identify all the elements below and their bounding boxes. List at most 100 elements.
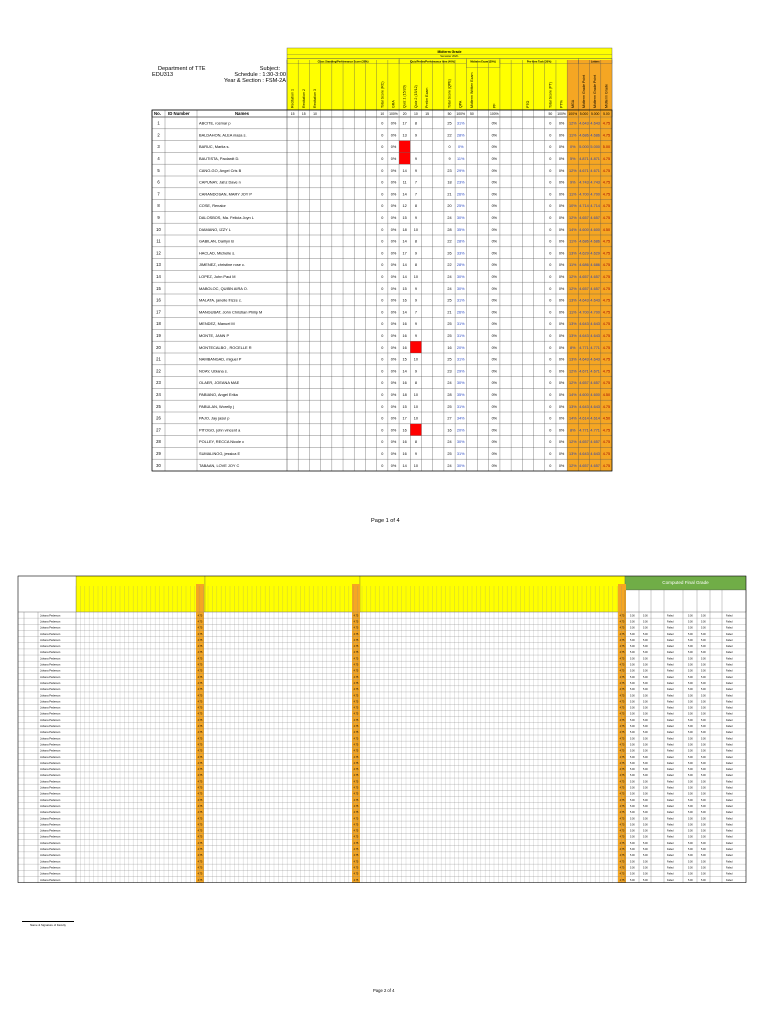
cell-mg: 4.75 [603, 405, 610, 409]
cell-mf: 0% [492, 122, 498, 126]
term-grade: 4.75 [620, 639, 625, 642]
cell-mg: 4.50 [603, 393, 610, 397]
remark: Failed [726, 633, 733, 636]
remark: Failed [726, 823, 733, 826]
cell-mga: 5% [570, 157, 576, 161]
term-grade: 4.75 [198, 768, 203, 771]
final-grade-value: 5.00 [643, 756, 648, 759]
remark: Failed [726, 774, 733, 777]
cell-grp: 0% [391, 287, 397, 291]
student-name: CARANDOSAN, MARY JOY P [199, 191, 252, 196]
remark: Failed [667, 731, 674, 734]
cell-q2: 10 [414, 275, 418, 279]
row-number: 16 [156, 298, 161, 303]
student-name: Juhana Pederson [40, 773, 61, 777]
cell-q1: 17 [403, 417, 407, 421]
final-grade-value: 5.00 [688, 627, 693, 630]
term-grade: 4.75 [620, 823, 625, 826]
remark: Failed [726, 768, 733, 771]
table-row: Juhana Pederson 4.75 4.75 4.75 5.00 5.00 5.00 5… [40, 779, 733, 783]
final-grade-value: 5.00 [701, 762, 706, 765]
table-row: 16 MALATA, janelle frizze c. 0 0% 16 9 25 31% 0%… [156, 298, 610, 303]
student-name: MALATA, janelle frizze c. [199, 298, 242, 303]
cell-qpa: 28% [457, 263, 465, 267]
table-row: 15 MABOLOC, QUIBN AIRA O. 0 0% 15 9 24 30% 0% 0 0%… [156, 286, 610, 291]
cell-g1: 4.700 [579, 310, 589, 314]
remark: Failed [726, 725, 733, 728]
term-grade: 4.75 [198, 743, 203, 746]
table-row: Juhana Pederson 4.75 4.75 4.75 5.00 5.00 5.00 5… [40, 786, 733, 790]
remark: Failed [726, 799, 733, 802]
term-grade: 4.75 [620, 633, 625, 636]
term-grade: 4.75 [620, 707, 625, 710]
final-grade-value: 5.00 [701, 743, 706, 746]
table-row: Juhana Pederson 4.75 4.75 4.75 5.00 5.00 5.00 5… [40, 619, 733, 623]
table-row: Juhana Pederson 4.75 4.75 4.75 5.00 5.00 5.00 5… [40, 693, 733, 697]
remark: Failed [726, 707, 733, 710]
cell-mga: 11% [569, 263, 577, 267]
cell-gra: 0 [381, 204, 383, 208]
student-name: Juhana Pederson [40, 767, 61, 771]
remark: Failed [667, 614, 674, 617]
student-name: Juhana Pederson [40, 742, 61, 746]
row-number: 23 [156, 380, 161, 385]
final-grade-value: 5.00 [643, 854, 648, 857]
table-row: Juhana Pederson 4.75 4.75 4.75 5.00 5.00 5.00 5… [40, 730, 733, 734]
table-row: Juhana Pederson 4.75 4.75 4.75 5.00 5.00 5.00 5… [40, 755, 733, 759]
term-grade: 4.75 [354, 866, 359, 869]
cell-ptp: 0% [559, 440, 565, 444]
cell-g2: 4.671 [590, 169, 600, 173]
cell-pt: 0 [549, 240, 551, 244]
term-grade: 4.75 [198, 805, 203, 808]
final-grade-value: 5.00 [630, 719, 635, 722]
remark: Failed [667, 620, 674, 623]
term-grade: 4.75 [198, 848, 203, 851]
cell-qpe: 28 [447, 393, 451, 397]
cell-grp: 0% [391, 263, 397, 267]
max-score: 5.000 [580, 112, 589, 116]
student-name: Juhana Pederson [40, 736, 61, 740]
remark: Failed [726, 676, 733, 679]
cell-q1: 16 [403, 346, 407, 350]
term-grade: 4.75 [620, 694, 625, 697]
student-name: Juhana Pederson [40, 632, 61, 636]
final-grade-value: 5.00 [688, 645, 693, 648]
cell-qpa: 31% [457, 358, 465, 362]
cell-gra: 0 [381, 287, 383, 291]
cell-qpa: 20% [457, 428, 465, 432]
row-number: 27 [156, 427, 161, 432]
cell-mg: 4.75 [603, 358, 610, 362]
cell-q2: 9 [415, 299, 417, 303]
term-grade: 4.75 [354, 793, 359, 796]
cell-q2: 8 [415, 263, 417, 267]
cell-mga: 13% [569, 299, 577, 303]
cell-mf: 0% [492, 157, 498, 161]
remark: Failed [667, 879, 674, 882]
cell-mg: 4.75 [603, 275, 610, 279]
student-name: Juhana Pederson [40, 638, 61, 642]
column-header: Recitation 1 [291, 89, 295, 108]
cell-q2: 10 [414, 417, 418, 421]
cell-g2: 4.657 [590, 464, 600, 468]
student-name: PABULAN, Worelly j [199, 404, 234, 409]
term-grade: 4.75 [198, 664, 203, 667]
remark: Failed [667, 645, 674, 648]
student-name: Juhana Pederson [40, 613, 61, 617]
term-grade: 4.75 [198, 676, 203, 679]
cell-q2: 9 [415, 287, 417, 291]
cell-g1: 4.671 [579, 369, 589, 373]
cell-qpa: 30% [457, 381, 465, 385]
cell-grp: 0% [391, 251, 397, 255]
cell-q1: 14 [403, 310, 407, 314]
final-grade-value: 5.00 [688, 731, 693, 734]
max-score: 100% [490, 112, 499, 116]
cell-mg: 4.75 [603, 299, 610, 303]
cell-mf: 0% [492, 369, 498, 373]
cell-q1: 11 [403, 181, 407, 185]
cell-grp: 0% [391, 145, 397, 149]
cell-q1: 16 [403, 334, 407, 338]
table-row: Juhana Pederson 4.75 4.75 4.75 5.00 5.00 5.00 5… [40, 644, 733, 648]
cell-pt: 0 [549, 287, 551, 291]
cell-q2: 8 [415, 381, 417, 385]
cell-qpe: 23 [447, 169, 451, 173]
